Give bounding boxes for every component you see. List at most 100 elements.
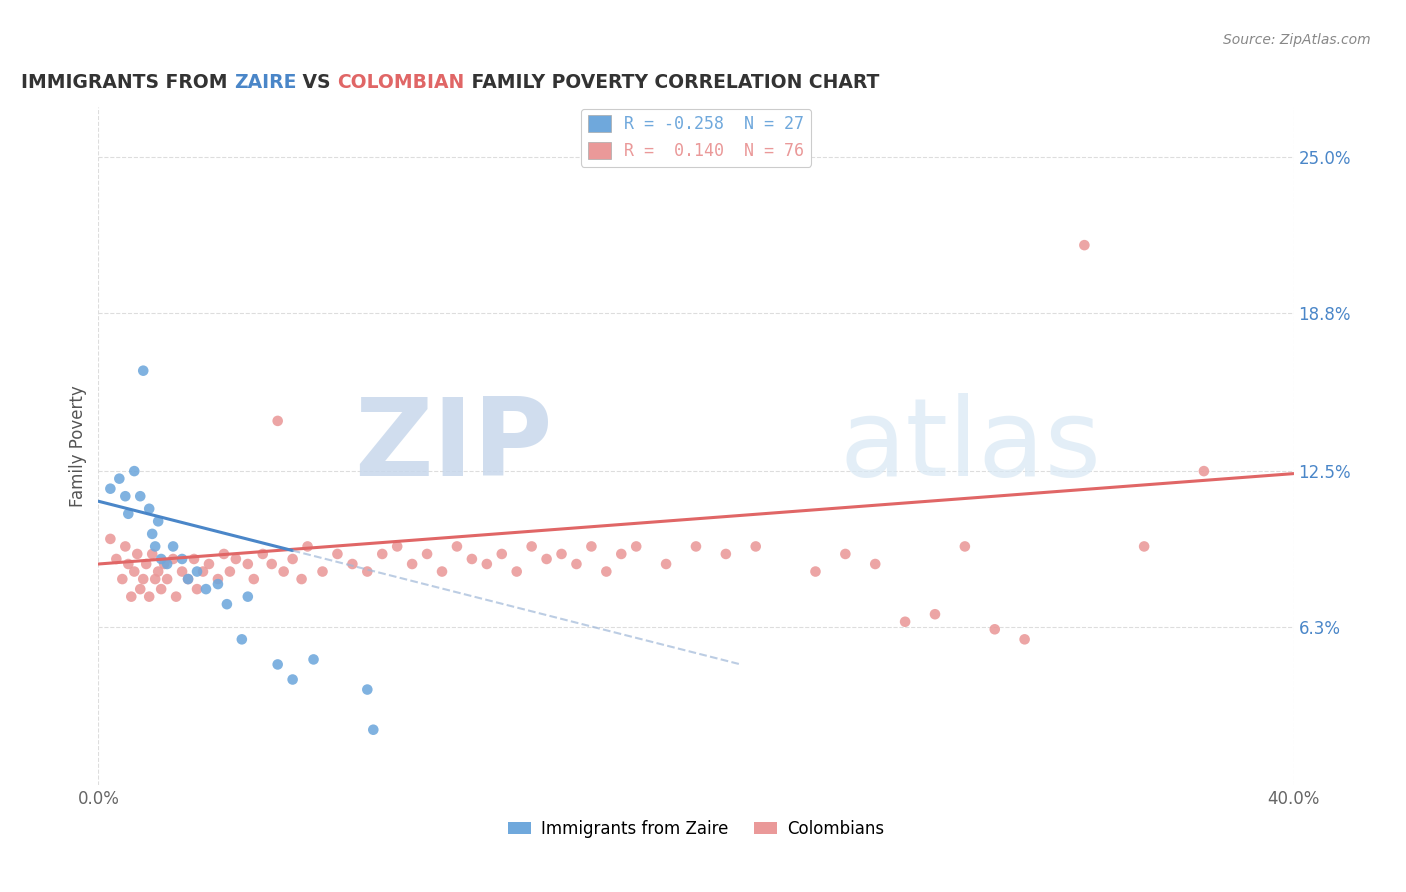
- Point: [198, 557, 221, 571]
- Point: [98, 482, 122, 496]
- Point: [215, 597, 238, 611]
- Point: [865, 557, 887, 571]
- Point: [172, 565, 194, 579]
- Point: [1073, 238, 1095, 252]
- Point: [124, 565, 146, 579]
- Point: [177, 572, 200, 586]
- Point: [138, 501, 160, 516]
- Point: [273, 565, 295, 579]
- Point: [148, 565, 170, 579]
- Point: [550, 547, 572, 561]
- Point: [685, 540, 707, 554]
- Point: [356, 565, 378, 579]
- Point: [924, 607, 946, 622]
- Point: [195, 582, 218, 596]
- Point: [401, 557, 423, 571]
- Point: [183, 552, 205, 566]
- Point: [260, 557, 283, 571]
- Point: [506, 565, 529, 579]
- Point: [117, 557, 139, 571]
- Point: [186, 582, 208, 596]
- Point: [132, 364, 155, 378]
- Point: [135, 557, 157, 571]
- Point: [111, 572, 134, 586]
- Point: [267, 657, 290, 672]
- Text: ZAIRE: ZAIRE: [233, 72, 297, 92]
- Point: [143, 572, 166, 586]
- Point: [243, 572, 266, 586]
- Text: atlas: atlas: [839, 393, 1101, 499]
- Point: [141, 527, 163, 541]
- Point: [153, 557, 176, 571]
- Point: [114, 540, 136, 554]
- Point: [291, 572, 314, 586]
- Point: [834, 547, 856, 561]
- Point: [326, 547, 349, 561]
- Point: [191, 565, 214, 579]
- Point: [117, 507, 139, 521]
- Point: [141, 547, 163, 561]
- Point: [536, 552, 558, 566]
- Point: [1133, 540, 1156, 554]
- Point: [520, 540, 543, 554]
- Point: [127, 547, 149, 561]
- Point: [105, 552, 128, 566]
- Point: [114, 489, 136, 503]
- Point: [281, 673, 304, 687]
- Point: [143, 540, 166, 554]
- Point: [430, 565, 453, 579]
- Point: [108, 472, 131, 486]
- Point: [655, 557, 678, 571]
- Text: VS: VS: [297, 72, 337, 92]
- Point: [231, 632, 253, 647]
- Text: IMMIGRANTS FROM: IMMIGRANTS FROM: [21, 72, 233, 92]
- Point: [297, 540, 319, 554]
- Point: [984, 622, 1007, 636]
- Point: [1014, 632, 1036, 647]
- Point: [953, 540, 976, 554]
- Point: [626, 540, 648, 554]
- Point: [225, 552, 247, 566]
- Point: [177, 572, 200, 586]
- Point: [371, 547, 394, 561]
- Point: [162, 552, 184, 566]
- Point: [138, 590, 160, 604]
- Text: COLOMBIAN: COLOMBIAN: [337, 72, 465, 92]
- Point: [491, 547, 513, 561]
- Text: ZIP: ZIP: [354, 393, 553, 499]
- Point: [252, 547, 274, 561]
- Point: [581, 540, 603, 554]
- Point: [207, 572, 229, 586]
- Point: [565, 557, 588, 571]
- Point: [356, 682, 378, 697]
- Point: [745, 540, 768, 554]
- Point: [150, 582, 173, 596]
- Point: [475, 557, 498, 571]
- Point: [162, 540, 184, 554]
- Text: FAMILY POVERTY CORRELATION CHART: FAMILY POVERTY CORRELATION CHART: [465, 72, 879, 92]
- Point: [156, 572, 179, 586]
- Legend: Immigrants from Zaire, Colombians: Immigrants from Zaire, Colombians: [501, 814, 891, 845]
- Point: [1192, 464, 1215, 478]
- Point: [236, 557, 259, 571]
- Point: [385, 540, 409, 554]
- Point: [120, 590, 142, 604]
- Point: [207, 577, 229, 591]
- Point: [804, 565, 827, 579]
- Point: [595, 565, 617, 579]
- Point: [416, 547, 439, 561]
- Point: [302, 652, 325, 666]
- Point: [342, 557, 364, 571]
- Point: [132, 572, 155, 586]
- Point: [148, 514, 170, 528]
- Point: [281, 552, 304, 566]
- Point: [219, 565, 242, 579]
- Point: [610, 547, 633, 561]
- Point: [894, 615, 917, 629]
- Y-axis label: Family Poverty: Family Poverty: [69, 385, 87, 507]
- Point: [267, 414, 290, 428]
- Point: [172, 552, 194, 566]
- Point: [165, 590, 187, 604]
- Point: [714, 547, 737, 561]
- Point: [311, 565, 333, 579]
